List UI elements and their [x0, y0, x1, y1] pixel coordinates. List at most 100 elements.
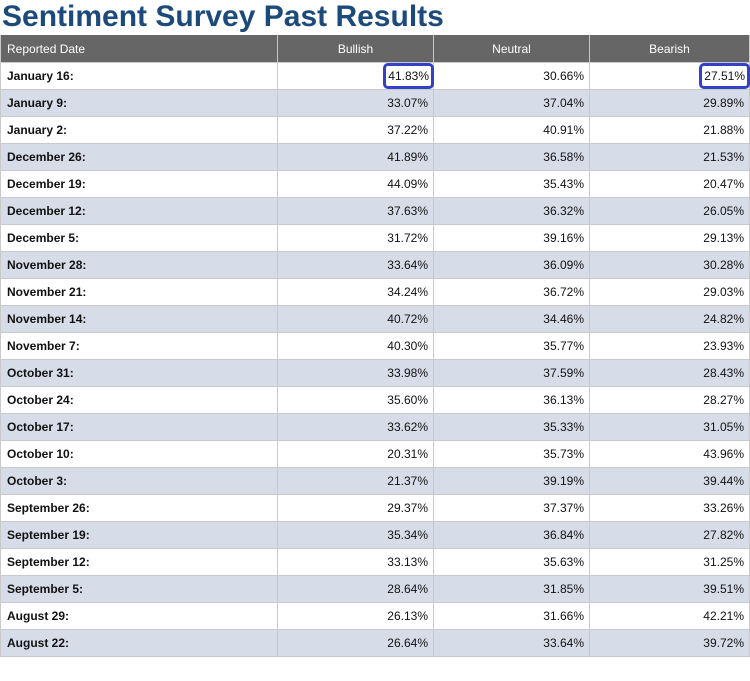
bullish-cell-highlight: 41.83% — [383, 63, 434, 89]
reported-date-cell: September 5: — [0, 575, 278, 603]
neutral-cell: 37.37% — [433, 494, 590, 522]
bullish-cell: 20.31% — [277, 440, 434, 468]
bullish-cell: 33.13% — [277, 548, 434, 576]
table-row: August 22: 26.64% 33.64% 39.72% — [0, 629, 750, 657]
bearish-cell: 39.51% — [589, 575, 750, 603]
reported-date-cell: October 10: — [0, 440, 278, 468]
bearish-cell-highlight: 27.51% — [699, 63, 750, 89]
bullish-cell: 35.60% — [277, 386, 434, 414]
bullish-cell: 31.72% — [277, 224, 434, 252]
bullish-cell: 37.22% — [277, 116, 434, 144]
bullish-cell: 33.62% — [277, 413, 434, 441]
bearish-cell: 23.93% — [589, 332, 750, 360]
bearish-cell: 21.88% — [589, 116, 750, 144]
reported-date-cell: November 28: — [0, 251, 278, 279]
neutral-cell: 35.33% — [433, 413, 590, 441]
table-row: October 3: 21.37% 39.19% 39.44% — [0, 467, 750, 495]
table-row: December 26: 41.89% 36.58% 21.53% — [0, 143, 750, 171]
neutral-cell: 36.72% — [433, 278, 590, 306]
bearish-cell: 27.51% — [589, 62, 750, 90]
reported-date-cell: September 12: — [0, 548, 278, 576]
bearish-cell: 28.27% — [589, 386, 750, 414]
bearish-cell: 33.26% — [589, 494, 750, 522]
table-row: August 29: 26.13% 31.66% 42.21% — [0, 602, 750, 630]
table-row: November 28: 33.64% 36.09% 30.28% — [0, 251, 750, 279]
bullish-cell: 40.72% — [277, 305, 434, 333]
table-row: September 12: 33.13% 35.63% 31.25% — [0, 548, 750, 576]
neutral-cell: 36.13% — [433, 386, 590, 414]
bearish-cell: 31.05% — [589, 413, 750, 441]
neutral-cell: 35.63% — [433, 548, 590, 576]
reported-date-cell: November 7: — [0, 332, 278, 360]
neutral-cell: 36.58% — [433, 143, 590, 171]
bullish-cell: 33.07% — [277, 89, 434, 117]
neutral-cell: 34.46% — [433, 305, 590, 333]
table-body: January 16: 41.83% 30.66% 27.51% January 9: 3… — [0, 62, 750, 657]
bullish-cell: 26.13% — [277, 602, 434, 630]
bearish-cell: 29.03% — [589, 278, 750, 306]
neutral-cell: 31.66% — [433, 602, 590, 630]
bearish-cell: 21.53% — [589, 143, 750, 171]
table-row: September 26: 29.37% 37.37% 33.26% — [0, 494, 750, 522]
table-row: December 19: 44.09% 35.43% 20.47% — [0, 170, 750, 198]
reported-date-cell: August 29: — [0, 602, 278, 630]
neutral-cell: 31.85% — [433, 575, 590, 603]
reported-date-cell: August 22: — [0, 629, 278, 657]
reported-date-cell: September 19: — [0, 521, 278, 549]
table-row: December 5: 31.72% 39.16% 29.13% — [0, 224, 750, 252]
header-bullish: Bullish — [277, 35, 434, 63]
bullish-cell: 40.30% — [277, 332, 434, 360]
table-row: October 17: 33.62% 35.33% 31.05% — [0, 413, 750, 441]
bullish-cell: 35.34% — [277, 521, 434, 549]
table-row: December 12: 37.63% 36.32% 26.05% — [0, 197, 750, 225]
bullish-cell: 29.37% — [277, 494, 434, 522]
neutral-cell: 35.43% — [433, 170, 590, 198]
bearish-cell: 42.21% — [589, 602, 750, 630]
table-row: September 19: 35.34% 36.84% 27.82% — [0, 521, 750, 549]
bearish-cell: 30.28% — [589, 251, 750, 279]
neutral-cell: 30.66% — [433, 62, 590, 90]
neutral-cell: 36.84% — [433, 521, 590, 549]
reported-date-cell: October 31: — [0, 359, 278, 387]
bearish-cell: 39.72% — [589, 629, 750, 657]
table-row: November 21: 34.24% 36.72% 29.03% — [0, 278, 750, 306]
bearish-cell: 24.82% — [589, 305, 750, 333]
reported-date-cell: January 2: — [0, 116, 278, 144]
reported-date-cell: October 3: — [0, 467, 278, 495]
bullish-cell: 33.98% — [277, 359, 434, 387]
header-neutral: Neutral — [433, 35, 590, 63]
table-header-row: Reported Date Bullish Neutral Bearish — [0, 35, 750, 63]
neutral-cell: 35.73% — [433, 440, 590, 468]
bearish-cell: 27.82% — [589, 521, 750, 549]
table-row: January 2: 37.22% 40.91% 21.88% — [0, 116, 750, 144]
table-row: January 16: 41.83% 30.66% 27.51% — [0, 62, 750, 90]
bullish-cell: 37.63% — [277, 197, 434, 225]
reported-date-cell: January 16: — [0, 62, 278, 90]
neutral-cell: 36.32% — [433, 197, 590, 225]
reported-date-cell: December 19: — [0, 170, 278, 198]
table-row: October 31: 33.98% 37.59% 28.43% — [0, 359, 750, 387]
bullish-cell: 41.83% — [277, 62, 434, 90]
bearish-cell: 43.96% — [589, 440, 750, 468]
bearish-cell: 26.05% — [589, 197, 750, 225]
table-row: September 5: 28.64% 31.85% 39.51% — [0, 575, 750, 603]
bearish-cell: 28.43% — [589, 359, 750, 387]
neutral-cell: 33.64% — [433, 629, 590, 657]
neutral-cell: 37.04% — [433, 89, 590, 117]
reported-date-cell: December 26: — [0, 143, 278, 171]
neutral-cell: 37.59% — [433, 359, 590, 387]
table-row: November 14: 40.72% 34.46% 24.82% — [0, 305, 750, 333]
reported-date-cell: December 5: — [0, 224, 278, 252]
reported-date-cell: September 26: — [0, 494, 278, 522]
reported-date-cell: January 9: — [0, 89, 278, 117]
bullish-cell: 34.24% — [277, 278, 434, 306]
neutral-cell: 40.91% — [433, 116, 590, 144]
reported-date-cell: December 12: — [0, 197, 278, 225]
table-row: October 24: 35.60% 36.13% 28.27% — [0, 386, 750, 414]
sentiment-results-table: Reported Date Bullish Neutral Bearish Ja… — [0, 35, 750, 657]
table-row: November 7: 40.30% 35.77% 23.93% — [0, 332, 750, 360]
bullish-cell: 41.89% — [277, 143, 434, 171]
neutral-cell: 35.77% — [433, 332, 590, 360]
header-bearish: Bearish — [589, 35, 750, 63]
page-title: Sentiment Survey Past Results — [2, 0, 444, 33]
